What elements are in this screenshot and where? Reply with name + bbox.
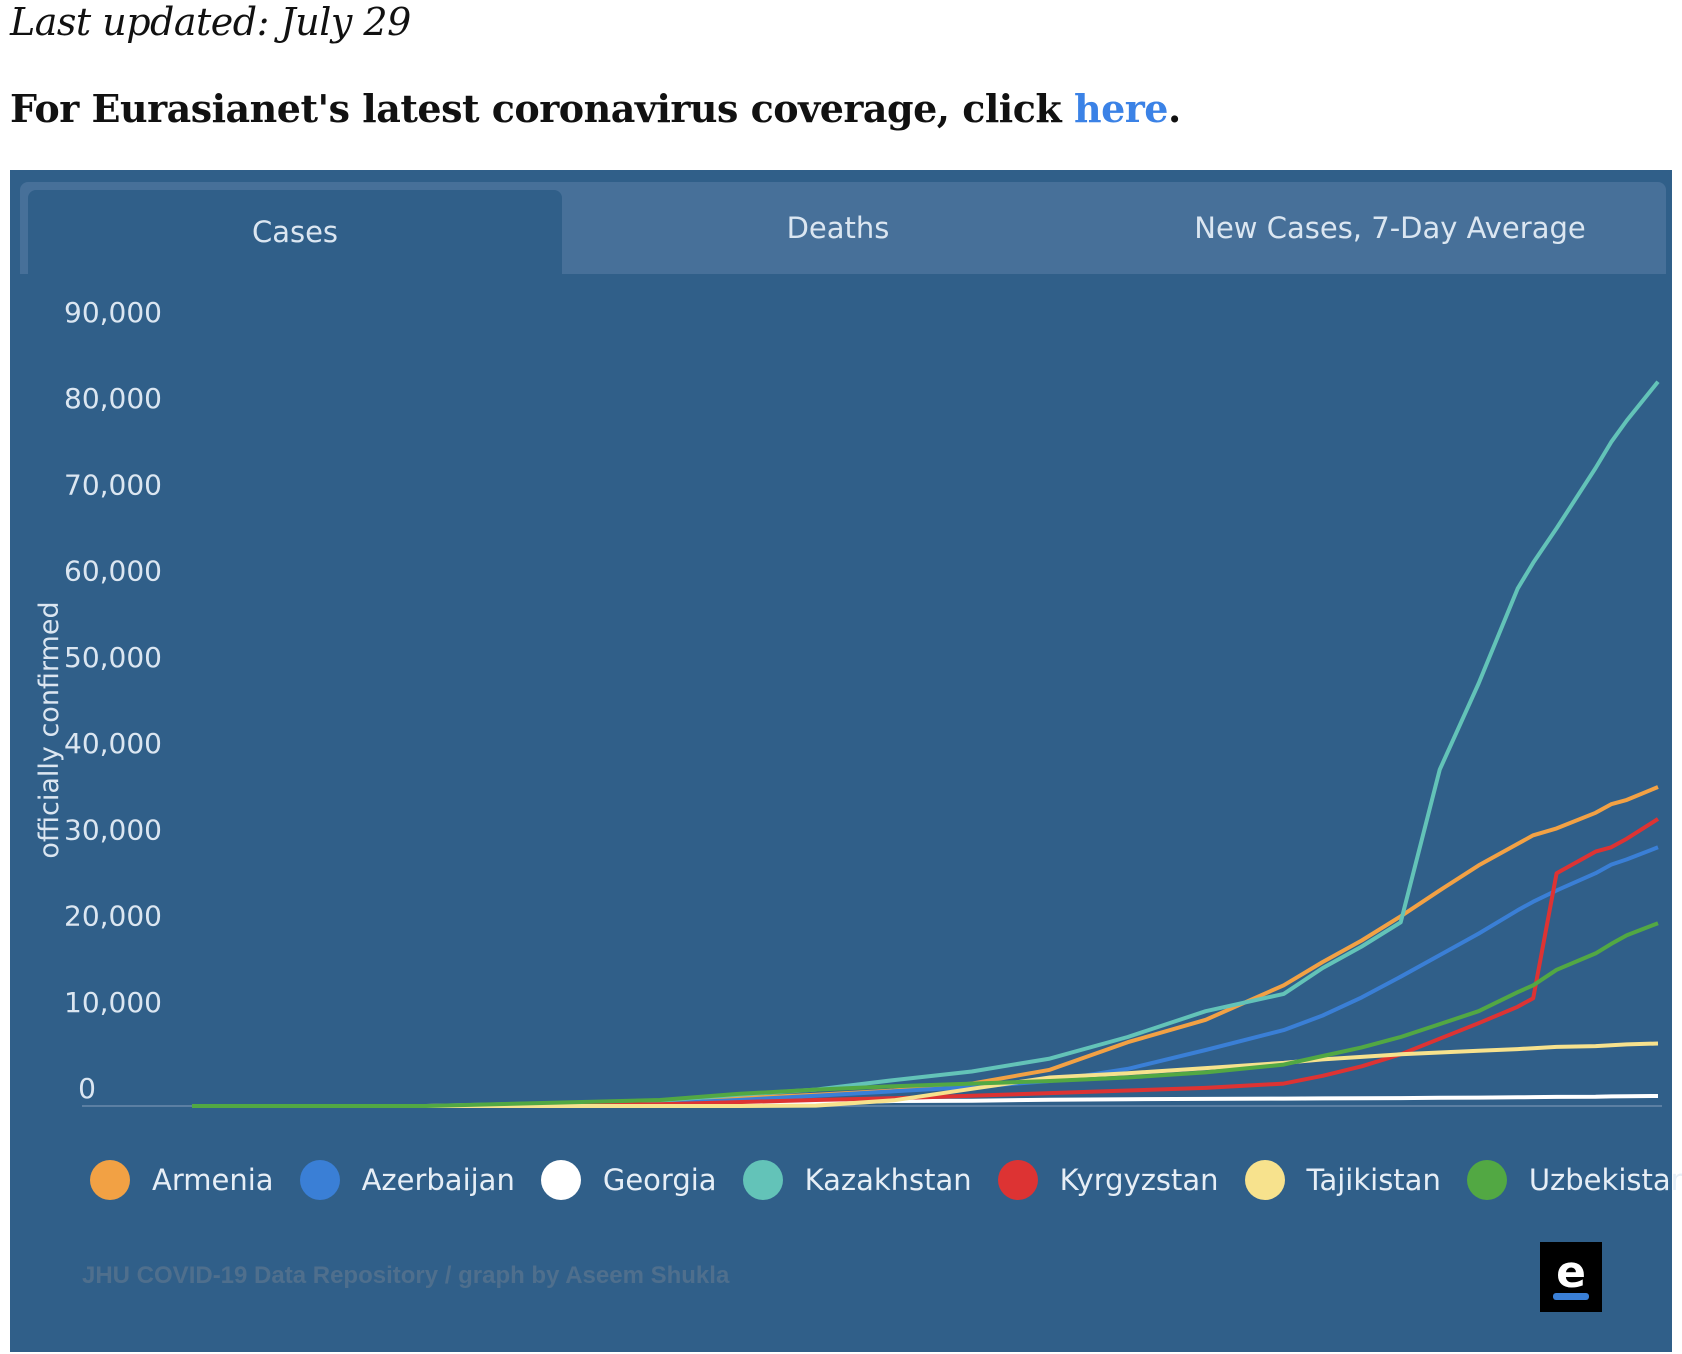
headline: For Eurasianet's latest coronavirus cove…: [10, 86, 1181, 131]
legend-item-uzbekistan[interactable]: Uzbekistan: [1466, 1160, 1682, 1200]
y-axis-label: officially confirmed: [34, 601, 65, 858]
headline-period: .: [1167, 86, 1181, 131]
kyrgyzstan-swatch: [997, 1160, 1038, 1200]
tajikistan-swatch: [1244, 1160, 1285, 1200]
series-line-tajikistan[interactable]: [192, 1041, 1659, 1108]
series-line-kyrgyzstan[interactable]: [192, 817, 1660, 1108]
kazakhstan-swatch: [742, 1160, 783, 1200]
georgia-swatch: [540, 1160, 581, 1200]
y-tick-label: 80,000: [64, 382, 162, 415]
y-tick-label: 90,000: [64, 296, 162, 329]
y-tick-label: 50,000: [64, 641, 162, 674]
data-credit: JHU COVID-19 Data Repository / graph by …: [82, 1262, 730, 1289]
y-axis: 0 10,000 20,000 30,000 40,000 50,000 60,000 70,…: [64, 296, 162, 1105]
tab-bar: Cases Deaths New Cases, 7-Day Average: [20, 182, 1666, 274]
chart-panel: Cases Deaths New Cases, 7-Day Average 0 1…: [10, 170, 1682, 1352]
coverage-link[interactable]: here: [1073, 86, 1169, 131]
y-tick-label: 20,000: [64, 900, 162, 933]
logo-letter: e: [1556, 1249, 1586, 1298]
series-layer: [192, 380, 1660, 1108]
legend-item-kyrgyzstan[interactable]: Kyrgyzstan: [997, 1160, 1219, 1200]
legend: Armenia Azerbaijan Georgia Kazakhstan Ky…: [90, 1160, 1682, 1200]
y-tick-label: 30,000: [64, 813, 162, 846]
tab-deaths[interactable]: Deaths: [786, 211, 890, 245]
legend-item-kazakhstan[interactable]: Kazakhstan: [742, 1160, 972, 1200]
legend-label: Georgia: [602, 1163, 717, 1197]
legend-item-armenia[interactable]: Armenia: [90, 1160, 274, 1200]
legend-label: Azerbaijan: [361, 1163, 515, 1197]
legend-item-tajikistan[interactable]: Tajikistan: [1244, 1160, 1441, 1200]
tab-cases[interactable]: Cases: [28, 190, 562, 274]
last-updated: Last updated: July 29: [10, 0, 411, 44]
series-line-azerbaijan[interactable]: [192, 845, 1659, 1108]
series-line-kazakhstan[interactable]: [192, 380, 1660, 1108]
y-tick-label: 0: [78, 1072, 96, 1105]
legend-label: Kyrgyzstan: [1059, 1163, 1219, 1197]
headline-text: For Eurasianet's latest coronavirus cove…: [10, 86, 1074, 131]
legend-item-georgia[interactable]: Georgia: [540, 1160, 717, 1200]
series-line-armenia[interactable]: [192, 785, 1659, 1108]
uzbekistan-swatch: [1466, 1160, 1507, 1200]
eurasianet-logo-mark: e: [1553, 1249, 1589, 1300]
y-tick-label: 60,000: [64, 555, 162, 588]
line-chart: 0 10,000 20,000 30,000 40,000 50,000 60,000 70,…: [34, 296, 1662, 1108]
legend-item-azerbaijan[interactable]: Azerbaijan: [299, 1160, 515, 1200]
legend-label: Uzbekistan: [1528, 1163, 1682, 1197]
legend-label: Armenia: [152, 1163, 274, 1197]
tab-new-cases-average[interactable]: New Cases, 7-Day Average: [1194, 211, 1586, 245]
y-tick-label: 10,000: [64, 986, 162, 1019]
eurasianet-logo[interactable]: e: [1540, 1242, 1602, 1312]
legend-label: Tajikistan: [1306, 1163, 1441, 1197]
logo-bar: [1553, 1293, 1589, 1300]
y-tick-label: 70,000: [64, 468, 162, 501]
legend-label: Kazakhstan: [804, 1163, 972, 1197]
y-tick-label: 40,000: [64, 727, 162, 760]
azerbaijan-swatch: [299, 1160, 340, 1200]
armenia-swatch: [90, 1160, 130, 1200]
series-line-uzbekistan[interactable]: [192, 921, 1659, 1108]
series-line-georgia[interactable]: [192, 1094, 1659, 1108]
